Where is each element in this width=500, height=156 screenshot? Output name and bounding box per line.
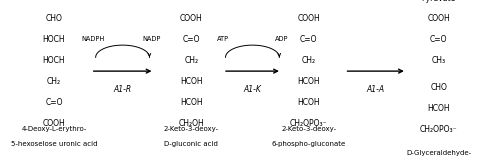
Text: Pyruvate: Pyruvate: [422, 0, 456, 3]
Text: C=O: C=O: [45, 98, 63, 107]
Text: HCOH: HCOH: [180, 98, 203, 107]
Text: C=O: C=O: [300, 35, 318, 44]
Text: CH₂: CH₂: [184, 56, 198, 65]
Text: A1-A: A1-A: [366, 85, 384, 94]
Text: NADPH: NADPH: [82, 36, 105, 42]
Text: HCOH: HCOH: [428, 104, 450, 113]
Text: D-gluconic acid: D-gluconic acid: [164, 141, 218, 147]
Text: A1-K: A1-K: [244, 85, 262, 94]
Text: CHO: CHO: [430, 83, 447, 92]
Text: C=O: C=O: [182, 35, 200, 44]
Text: 5-hexoselose uronic acid: 5-hexoselose uronic acid: [11, 141, 97, 147]
Text: COOH: COOH: [42, 119, 66, 128]
Text: D-Glyceraldehyde-: D-Glyceraldehyde-: [406, 150, 471, 156]
Text: CHO: CHO: [46, 14, 62, 23]
Text: C=O: C=O: [430, 35, 448, 44]
Text: CH₃: CH₃: [432, 56, 446, 65]
Text: COOH: COOH: [298, 14, 320, 23]
Text: CH₂: CH₂: [47, 77, 61, 86]
Text: 6-phospho-gluconate: 6-phospho-gluconate: [272, 141, 346, 147]
Text: ATP: ATP: [217, 36, 229, 42]
Text: 4-Deoxy-L-erythro-: 4-Deoxy-L-erythro-: [22, 126, 86, 132]
Text: 2-Keto-3-deoxy-: 2-Keto-3-deoxy-: [164, 126, 219, 132]
Text: CH₂OPO₃⁻: CH₂OPO₃⁻: [290, 119, 328, 128]
Text: HOCH: HOCH: [42, 56, 66, 65]
Text: ADP: ADP: [275, 36, 288, 42]
Text: HCOH: HCOH: [180, 77, 203, 86]
Text: HCOH: HCOH: [298, 98, 320, 107]
Text: COOH: COOH: [180, 14, 203, 23]
Text: COOH: COOH: [428, 14, 450, 23]
Text: NADP: NADP: [143, 36, 161, 42]
Text: A1-R: A1-R: [114, 85, 132, 94]
Text: HOCH: HOCH: [42, 35, 66, 44]
Text: CH₂: CH₂: [302, 56, 316, 65]
Text: CH₂OPO₃⁻: CH₂OPO₃⁻: [420, 125, 458, 134]
Text: HCOH: HCOH: [298, 77, 320, 86]
Text: 2-Keto-3-deoxy-: 2-Keto-3-deoxy-: [281, 126, 336, 132]
Text: CH₂OH: CH₂OH: [178, 119, 204, 128]
